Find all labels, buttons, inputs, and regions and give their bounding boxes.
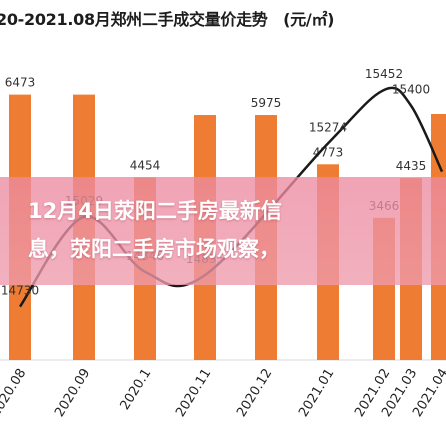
line-data-label: 14730	[1, 284, 39, 298]
headline-text: 12月4日荥阳二手房最新信 息，荥阳二手房市场观察，	[28, 192, 446, 268]
x-tick-label: 2020.12	[234, 366, 275, 420]
x-tick-label: 2020.09	[52, 366, 93, 420]
chart-title: 20-2021.08月郑州二手成交量价走势 (元/㎡)	[0, 10, 335, 29]
x-tick-label: 2021.01	[296, 366, 337, 420]
x-tick-label: 2020.1	[118, 366, 155, 413]
headline-line-1: 12月4日荥阳二手房最新信	[28, 199, 282, 223]
x-tick-label: 2020.11	[173, 366, 214, 420]
line-data-label: 15274	[309, 120, 347, 134]
bar-data-label: 4435	[396, 159, 427, 173]
bar-data-label: 4773	[313, 145, 344, 159]
x-tick-label: 2020.08	[0, 366, 29, 420]
headline-line-2: 息，荥阳二手房市场观察，	[28, 237, 280, 261]
line-data-label: 15400	[392, 83, 430, 97]
headline-banner	[0, 177, 446, 285]
bar-data-label: 5975	[251, 96, 282, 110]
bar-data-label: 4454	[130, 158, 161, 172]
line-data-label: 15452	[365, 67, 403, 81]
bar-data-label: 6473	[5, 76, 36, 90]
